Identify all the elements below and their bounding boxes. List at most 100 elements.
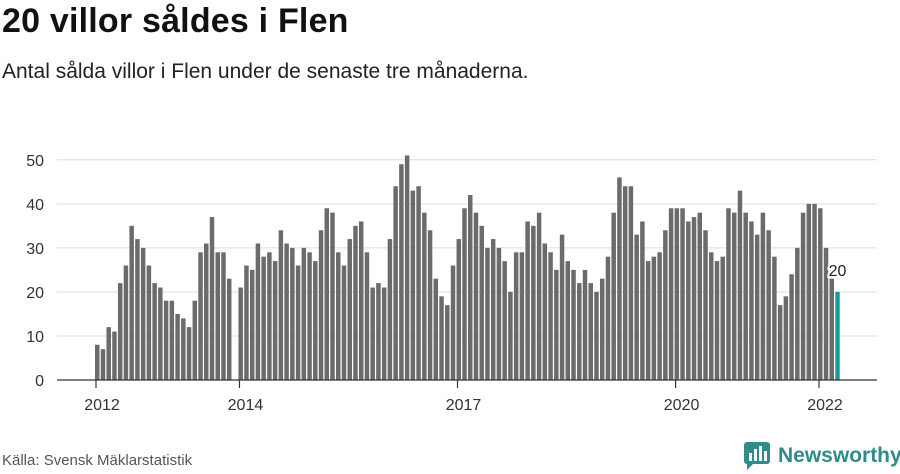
bar — [95, 344, 100, 380]
x-tick-label: 2022 — [807, 397, 843, 414]
bar — [226, 278, 232, 380]
bar — [554, 269, 559, 380]
bar — [645, 261, 651, 380]
bar — [410, 190, 416, 380]
bar — [358, 221, 364, 380]
source-note: Källa: Svensk Mäklarstatistik — [2, 452, 193, 469]
bar — [760, 212, 766, 380]
bar — [823, 247, 829, 380]
bar — [651, 256, 657, 380]
bar — [743, 212, 748, 380]
bar — [611, 212, 616, 380]
chart-title: 20 villor såldes i Flen — [2, 2, 349, 40]
bar — [445, 305, 450, 380]
brand-name: Newsworthy — [778, 444, 900, 467]
bar — [158, 287, 163, 380]
bar — [192, 300, 198, 380]
y-tick-label: 20 — [26, 285, 44, 302]
bar — [123, 265, 129, 380]
bar — [737, 190, 743, 380]
bar — [295, 265, 301, 380]
bar — [548, 252, 553, 380]
y-tick-label: 0 — [35, 373, 44, 390]
bar — [680, 208, 685, 380]
y-tick-label: 40 — [26, 197, 44, 214]
x-tick-label: 2020 — [664, 397, 700, 414]
bar — [571, 269, 576, 380]
bar — [714, 261, 720, 380]
bar — [749, 221, 754, 380]
bar — [244, 265, 249, 380]
bar — [829, 278, 834, 380]
bar — [238, 287, 243, 380]
bar — [519, 252, 525, 380]
bar — [336, 252, 341, 380]
bar — [686, 221, 691, 380]
bar — [473, 212, 479, 380]
bar — [404, 155, 410, 380]
bar — [100, 349, 106, 380]
bar — [399, 164, 404, 380]
bar — [272, 261, 278, 380]
bar — [818, 208, 823, 380]
bar — [181, 318, 186, 380]
bar — [376, 283, 381, 380]
bar — [634, 234, 639, 380]
bar — [117, 283, 123, 380]
bar — [347, 239, 352, 380]
bar — [806, 203, 812, 380]
bar — [152, 283, 157, 380]
y-tick-label: 50 — [26, 153, 44, 170]
bar — [559, 234, 565, 380]
bar — [284, 243, 289, 380]
bar — [795, 247, 800, 380]
bar — [209, 217, 215, 380]
bar — [278, 230, 284, 380]
bar — [267, 252, 272, 380]
bar — [129, 225, 134, 380]
bar — [617, 177, 622, 380]
bar — [754, 234, 760, 380]
bar — [198, 252, 203, 380]
bar — [112, 331, 117, 380]
bar — [588, 283, 593, 380]
bar — [261, 256, 266, 380]
bar — [783, 296, 789, 380]
bar — [720, 256, 725, 380]
bar — [485, 247, 490, 380]
bar — [697, 212, 703, 380]
bar — [215, 252, 220, 380]
bar — [496, 247, 502, 380]
bar — [772, 256, 777, 380]
bar — [594, 291, 599, 380]
bar — [605, 256, 611, 380]
bar — [427, 230, 433, 380]
bar — [691, 217, 697, 380]
bar — [204, 243, 209, 380]
x-tick-label: 2014 — [228, 397, 264, 414]
bar — [341, 265, 347, 380]
bar — [456, 239, 461, 380]
bar — [703, 230, 708, 380]
bar — [479, 225, 484, 380]
bar — [462, 208, 467, 380]
bar-chart: 0 10 20 30 40 50 2012 2014 2017 2020 2022 20 — [26, 153, 877, 414]
bar — [502, 261, 507, 380]
x-tick-label: 2017 — [446, 397, 482, 414]
bar — [536, 212, 542, 380]
bar — [106, 327, 111, 380]
newsworthy-logo-icon — [744, 442, 770, 470]
bar — [301, 247, 307, 380]
bar — [422, 212, 427, 380]
bar — [313, 261, 318, 380]
bar — [140, 247, 146, 380]
bar — [731, 212, 737, 380]
bar — [726, 208, 731, 380]
bar — [542, 243, 548, 380]
bar — [307, 252, 312, 380]
newsworthy-brand[interactable]: Newsworthy — [744, 440, 900, 472]
bar — [450, 265, 456, 380]
bar — [508, 291, 513, 380]
bar — [163, 300, 169, 380]
bar — [169, 300, 175, 380]
